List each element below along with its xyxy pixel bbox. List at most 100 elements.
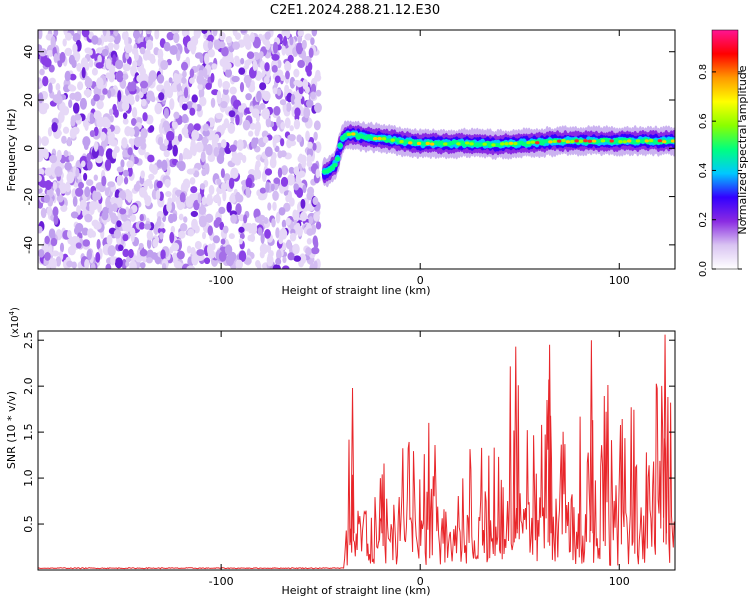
noise-blob — [75, 222, 84, 233]
noise-blob — [313, 120, 321, 131]
noise-blob — [267, 202, 272, 211]
noise-blob — [289, 197, 295, 207]
ridge-peak-cell — [504, 142, 509, 146]
noise-blob — [281, 45, 286, 56]
ridge-peak-cell — [399, 140, 404, 144]
ridge-peak-cell — [578, 139, 584, 143]
noise-blob — [67, 229, 72, 239]
noise-blob — [75, 242, 82, 249]
noise-blob — [110, 255, 116, 266]
noise-blob — [277, 167, 283, 178]
noise-blob — [122, 233, 129, 242]
noise-blob — [173, 111, 180, 119]
noise-blob — [140, 98, 147, 107]
noise-blob — [148, 125, 155, 133]
noise-blob — [182, 178, 191, 190]
noise-blob — [204, 163, 210, 175]
noise-blob — [297, 30, 305, 37]
snr-peak — [663, 334, 668, 543]
noise-blob — [273, 177, 281, 184]
noise-blob — [146, 230, 154, 241]
noise-blob — [230, 167, 239, 179]
noise-blob — [48, 77, 56, 85]
ridge-peak-cell — [600, 139, 606, 143]
noise-blob — [202, 123, 209, 132]
noise-blob — [47, 127, 53, 137]
noise-blob — [280, 165, 289, 176]
noise-blob — [146, 238, 152, 249]
noise-blob — [82, 136, 91, 148]
noise-blob — [105, 58, 112, 70]
ridge-peak-cell — [635, 139, 641, 143]
noise-blob — [173, 260, 183, 269]
noise-blob — [289, 125, 294, 132]
noise-blob — [311, 30, 318, 37]
noise-blob — [129, 260, 137, 269]
noise-blob — [120, 159, 125, 168]
noise-blob — [199, 96, 207, 107]
noise-blob — [84, 259, 90, 269]
noise-blob — [54, 94, 63, 105]
noise-blob — [53, 214, 59, 225]
noise-blob — [287, 252, 295, 261]
ridge-peak-cell — [469, 142, 474, 146]
noise-blob — [179, 223, 188, 232]
noise-blob — [257, 262, 262, 269]
noise-blob — [122, 73, 129, 80]
snr-peak — [547, 344, 552, 543]
noise-blob — [150, 95, 156, 103]
signal-ridge — [321, 120, 675, 188]
noise-blob — [298, 170, 306, 178]
noise-blob — [295, 222, 301, 232]
noise-blob — [75, 167, 80, 178]
noise-blob — [285, 102, 292, 112]
noise-blob — [245, 93, 252, 101]
noise-blob — [287, 54, 294, 63]
noise-blob — [106, 134, 115, 146]
noise-blob — [94, 191, 102, 201]
noise-blob — [81, 227, 89, 236]
noise-blob — [83, 172, 88, 181]
noise-blob — [116, 220, 122, 228]
noise-blob — [38, 225, 43, 234]
noise-blob — [189, 107, 196, 116]
noise-blob — [38, 174, 42, 182]
ridge-peak-cell — [609, 139, 614, 143]
noise-blob — [72, 43, 78, 54]
noise-blob — [295, 209, 300, 221]
spectrogram-xtick-label: 0 — [417, 274, 424, 287]
noise-blob — [126, 160, 134, 169]
noise-blob — [272, 87, 278, 95]
noise-blob — [56, 194, 64, 203]
noise-blob — [238, 67, 246, 75]
noise-blob — [173, 32, 180, 44]
noise-blob — [49, 258, 57, 269]
noise-blob — [81, 30, 90, 38]
noise-blob — [248, 222, 253, 234]
noise-blob — [135, 94, 140, 102]
ridge-peak-cell — [574, 139, 579, 143]
noise-blob — [55, 83, 61, 91]
noise-blob — [133, 183, 141, 192]
noise-blob — [115, 197, 123, 208]
noise-blob — [194, 240, 202, 250]
noise-blob — [280, 138, 285, 147]
noise-blob — [227, 122, 236, 134]
noise-blob — [148, 173, 155, 181]
noise-blob — [147, 154, 155, 162]
noise-blob — [181, 76, 187, 84]
noise-blob — [166, 31, 175, 41]
noise-blob — [139, 262, 146, 269]
noise-blob — [276, 88, 282, 96]
noise-blob — [183, 216, 188, 223]
noise-blob — [285, 70, 290, 80]
noise-blob — [308, 216, 314, 225]
ridge-peak-cell — [622, 140, 628, 144]
noise-blob — [84, 77, 93, 88]
noise-blob — [294, 107, 301, 117]
spectrogram-ticks: -100 0 100 40 20 0 -20 -40 — [22, 30, 675, 287]
noise-blob — [300, 198, 306, 209]
noise-blob — [168, 77, 173, 84]
noise-blob — [55, 256, 62, 267]
noise-blob — [73, 91, 82, 102]
